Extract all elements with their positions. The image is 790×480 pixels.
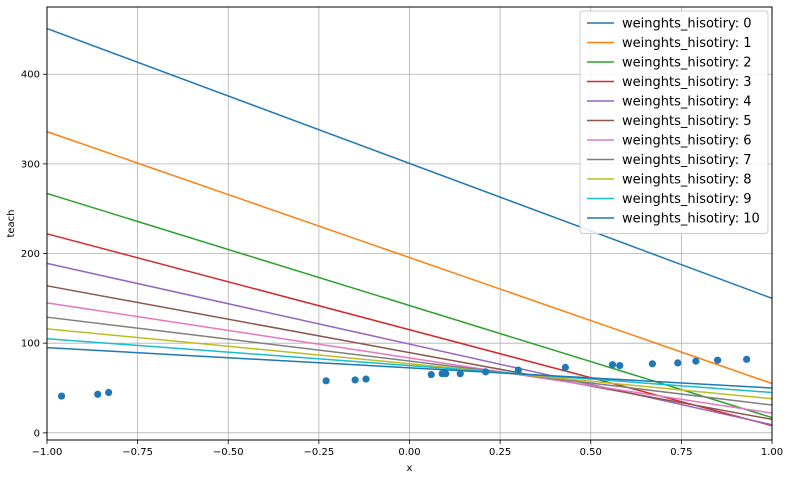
series-line-3 (46, 233, 773, 427)
legend-entry: weinghts_hisotiry: 8 (622, 173, 752, 188)
y-tick-label: 0 (34, 428, 40, 439)
x-tick-label: 0.25 (489, 447, 511, 458)
legend-entry: weinghts_hisotiry: 6 (622, 134, 752, 149)
legend-entry: weinghts_hisotiry: 10 (622, 212, 760, 227)
series-line-6 (46, 302, 773, 414)
legend-entry: weinghts_hisotiry: 1 (622, 36, 752, 51)
scatter-point (351, 376, 359, 384)
scatter-point (57, 392, 66, 400)
scatter-point (94, 390, 102, 398)
scatter-point (743, 355, 751, 363)
x-tick-label: 0.50 (580, 447, 602, 458)
scatter-point (692, 357, 700, 365)
scatter-point (608, 361, 617, 369)
scatter-point (456, 370, 464, 378)
series-line-1 (46, 130, 773, 385)
y-tick-label: 300 (21, 159, 40, 170)
series-line-5 (46, 285, 773, 421)
series-line-9 (46, 337, 773, 394)
x-tick-label: 1.00 (761, 447, 783, 458)
x-tick-label: −1.00 (32, 447, 63, 458)
y-axis-label: teach (6, 209, 17, 237)
series-line-8 (46, 328, 773, 400)
scatter-point (648, 360, 656, 368)
legend-entry: weinghts_hisotiry: 9 (622, 192, 752, 207)
y-tick-label: 400 (21, 70, 40, 81)
legend: weinghts_hisotiry: 0 weinghts_hisotiry: 1… (579, 10, 769, 234)
x-tick-label: −0.25 (304, 447, 335, 458)
legend-entry: weinghts_hisotiry: 3 (622, 75, 752, 90)
scatter-point (322, 377, 330, 385)
x-axis-ticks: −1.00 −0.75 −0.50 −0.25 0.00 0.25 0.50 0.75 1.00 (32, 440, 783, 458)
x-axis-label: x (407, 463, 413, 474)
scatter-point (442, 370, 450, 378)
scatter-point (714, 356, 722, 364)
series-line-0 (46, 27, 773, 300)
legend-entry: weinghts_hisotiry: 7 (622, 153, 752, 168)
scatter-point (514, 366, 522, 374)
series-lines (46, 27, 773, 427)
legend-box (579, 10, 769, 234)
x-tick-label: 0.00 (398, 447, 420, 458)
scatter-point (362, 375, 370, 383)
scatter-point (482, 368, 490, 376)
y-tick-label: 200 (21, 249, 40, 260)
x-tick-label: −0.50 (213, 447, 244, 458)
series-line-7 (46, 316, 773, 406)
y-tick-label: 100 (21, 339, 40, 350)
scatter-point (427, 370, 435, 379)
scatter-point (616, 361, 624, 370)
x-tick-label: 0.75 (670, 447, 692, 458)
series-line-10 (46, 346, 773, 389)
legend-entry: weinghts_hisotiry: 4 (622, 95, 752, 110)
series-line-2 (46, 192, 773, 419)
legend-entry: weinghts_hisotiry: 5 (622, 114, 752, 129)
legend-entry: weinghts_hisotiry: 0 (622, 17, 752, 32)
x-tick-label: −0.75 (122, 447, 153, 458)
scatter-point (561, 363, 569, 371)
scatter-point (674, 359, 682, 367)
scatter-points (57, 355, 751, 400)
scatter-point (105, 388, 113, 397)
y-axis-ticks: 0 100 200 300 400 (21, 70, 47, 439)
legend-entry: weinghts_hisotiry: 2 (622, 56, 752, 71)
